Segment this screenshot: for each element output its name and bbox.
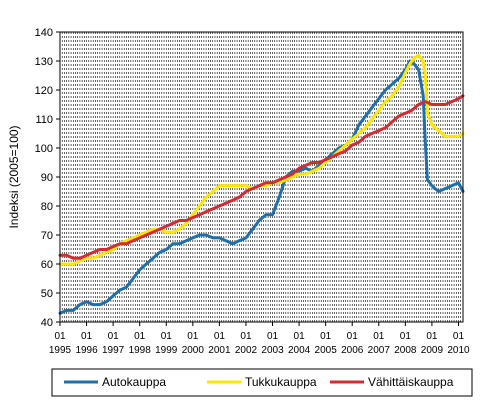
series-line-autokauppa bbox=[58, 59, 465, 315]
x-axis: 01 1995 01 1996 01 1997 01 1998 01 1999 01 2000 01 20… bbox=[49, 322, 470, 356]
x-tick-year-label: 1996 bbox=[75, 345, 98, 356]
x-tick-year-label: 1995 bbox=[49, 345, 72, 356]
x-tick-year-label: 2002 bbox=[235, 345, 258, 356]
x-tick-year-label: 1998 bbox=[129, 345, 152, 356]
x-tick-year-label: 2003 bbox=[261, 345, 284, 356]
y-tick-label: 140 bbox=[35, 27, 53, 39]
x-tick-month-label: 01 bbox=[240, 331, 252, 342]
y-axis: 40 50 60 70 80 90 100 110 120 130 140 bbox=[35, 27, 60, 329]
x-tick-year-label: 1999 bbox=[155, 345, 178, 356]
x-tick-month-label: 01 bbox=[373, 331, 385, 342]
x-tick-month-label: 01 bbox=[54, 331, 66, 342]
vertical-grid bbox=[61, 32, 461, 322]
x-tick-year-label: 2010 bbox=[447, 345, 470, 356]
legend-label: Tukkukauppa bbox=[245, 375, 317, 389]
x-tick-month-label: 01 bbox=[347, 331, 359, 342]
x-tick-year-label: 1997 bbox=[102, 345, 125, 356]
legend-label: Autokauppa bbox=[102, 375, 166, 389]
x-tick-month-label: 01 bbox=[453, 331, 465, 342]
y-tick-label: 110 bbox=[35, 114, 53, 126]
x-tick-month-label: 01 bbox=[81, 331, 93, 342]
x-tick-month-label: 01 bbox=[187, 331, 199, 342]
y-tick-label: 70 bbox=[41, 230, 53, 242]
x-tick-year-label: 2001 bbox=[208, 345, 231, 356]
x-tick-month-label: 01 bbox=[267, 331, 279, 342]
x-tick-month-label: 01 bbox=[320, 331, 332, 342]
x-tick-month-label: 01 bbox=[108, 331, 120, 342]
x-tick-year-label: 2009 bbox=[421, 345, 444, 356]
legend: Autokauppa Tukkukauppa Vähittäiskauppa bbox=[51, 368, 473, 397]
y-tick-label: 90 bbox=[41, 172, 53, 184]
x-tick-month-label: 01 bbox=[294, 331, 306, 342]
x-tick-month-label: 01 bbox=[161, 331, 173, 342]
legend-box bbox=[51, 368, 473, 397]
x-tick-month-label: 01 bbox=[400, 331, 412, 342]
x-tick-year-label: 2000 bbox=[182, 345, 205, 356]
x-tick-year-label: 2008 bbox=[394, 345, 417, 356]
legend-label: Vähittäiskauppa bbox=[368, 375, 454, 389]
y-tick-label: 100 bbox=[35, 143, 53, 155]
y-tick-label: 60 bbox=[41, 259, 53, 271]
x-tick-month-label: 01 bbox=[426, 331, 438, 342]
y-tick-label: 120 bbox=[35, 85, 53, 97]
x-tick-year-label: 2006 bbox=[341, 345, 364, 356]
x-tick-year-label: 2007 bbox=[368, 345, 391, 356]
y-tick-label: 50 bbox=[41, 288, 53, 300]
x-tick-month-label: 01 bbox=[134, 331, 146, 342]
series-layer bbox=[58, 53, 465, 315]
x-tick-year-label: 2004 bbox=[288, 345, 311, 356]
y-tick-label: 130 bbox=[35, 56, 53, 68]
y-axis-label: Indeksi (2005=100) bbox=[7, 125, 21, 228]
y-tick-label: 40 bbox=[41, 317, 53, 329]
y-tick-label: 80 bbox=[41, 201, 53, 213]
x-tick-month-label: 01 bbox=[214, 331, 226, 342]
series-line-vähittäiskauppa bbox=[58, 94, 465, 260]
x-tick-year-label: 2005 bbox=[315, 345, 338, 356]
